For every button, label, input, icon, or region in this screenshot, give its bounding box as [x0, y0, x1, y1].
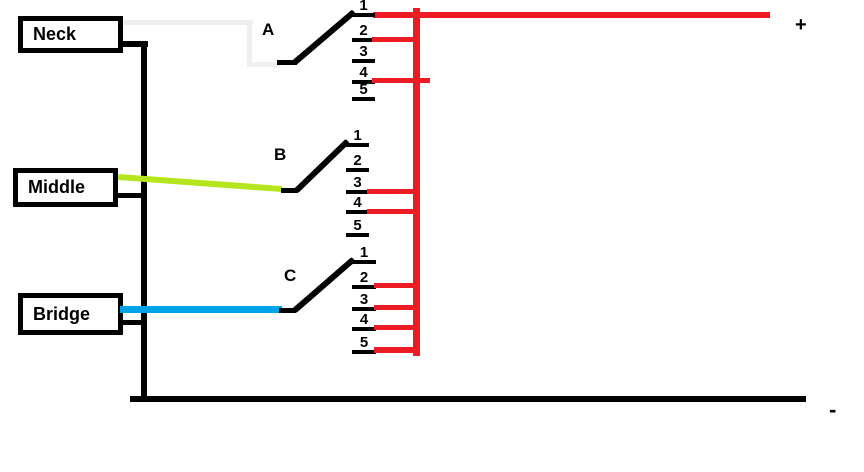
- bridge-ground-stub: [120, 320, 147, 325]
- switch-b-pos-1-number: 1: [353, 127, 362, 144]
- hot-bus-wire: [413, 8, 420, 356]
- switch-a-pos-1-number: 1: [359, 0, 368, 14]
- pickup-label-bridge: Bridge: [33, 303, 91, 324]
- switch-a-pos-3-terminal: [352, 59, 375, 63]
- switch-a-label: A: [262, 20, 275, 39]
- switch-c-pos-4-terminal: [352, 327, 376, 331]
- pickup-label-middle: Middle: [28, 177, 85, 197]
- switch-b-pos-4-connector: [367, 209, 420, 214]
- pickup-label-neck: Neck: [33, 24, 77, 44]
- ground-trunk-wire: [141, 41, 147, 402]
- switch-a-pos-4-terminal: [352, 80, 375, 84]
- negative-terminal-label: -: [829, 397, 837, 422]
- switch-a-pos-2-number: 2: [359, 22, 368, 39]
- switch-b-pos-3-terminal: [346, 190, 369, 194]
- switch-c-pos-5-terminal: [352, 350, 376, 354]
- switch-c-pos-5-connector: [374, 347, 420, 353]
- switch-a-pos-2-terminal: [352, 38, 375, 42]
- switch-c-pos-2-connector: [374, 283, 420, 288]
- switch-c-label: C: [284, 266, 297, 285]
- switch-c-pos-1-terminal: [352, 260, 376, 264]
- switch-c-pos-4-connector: [374, 325, 420, 330]
- switch-c-pos-3-terminal: [352, 307, 376, 311]
- switch-a-pos-4-connector: [372, 78, 430, 83]
- neck-wire-horizontal: [123, 20, 253, 25]
- switch-a-pos-5-number: 5: [359, 81, 368, 98]
- switch-b-pos-5-terminal: [346, 233, 369, 237]
- switch-c-pos-4-number: 4: [359, 311, 369, 328]
- bridge-wire: [120, 306, 282, 313]
- switch-b-pos-1-terminal: [346, 143, 369, 147]
- switch-c-pos-1-number: 1: [359, 244, 369, 261]
- switch-c-pos-2-terminal: [352, 285, 376, 289]
- switch-a-pos-1-terminal: [352, 13, 375, 17]
- switch-b-pos-4-number: 4: [353, 194, 362, 211]
- switch-b-pos-5-number: 5: [353, 217, 362, 234]
- middle-ground-stub: [118, 193, 143, 198]
- switch-c-pos-5-number: 5: [359, 334, 369, 351]
- switch-c-common-wire: [279, 308, 296, 313]
- switch-a-common-wire: [277, 60, 297, 65]
- switch-a-pos-3-number: 3: [359, 43, 368, 60]
- switch-a-pos-2-connector: [372, 37, 420, 42]
- pickup-box-middle: Middle: [13, 168, 118, 207]
- switch-c-lever: [292, 256, 356, 314]
- ground-bottom-wire: [130, 396, 806, 402]
- switch-b-pos-2-number: 2: [353, 152, 362, 169]
- switch-b-label: B: [274, 145, 287, 164]
- neck-wire-vertical: [247, 20, 252, 67]
- switch-b-lever: [293, 138, 350, 194]
- positive-terminal-label: +: [795, 14, 807, 36]
- switch-b-pos-3-number: 3: [353, 174, 362, 191]
- switch-b-common-wire: [281, 188, 298, 193]
- switch-a-lever: [292, 9, 357, 66]
- neck-wire-to-switch: [247, 62, 280, 67]
- switch-b-pos-2-terminal: [346, 168, 369, 172]
- neck-ground-stub: [118, 41, 148, 47]
- switch-a-pos-4-number: 4: [359, 64, 368, 81]
- pickup-box-bridge: Bridge: [18, 293, 123, 335]
- switch-b-pos-4-terminal: [346, 210, 369, 214]
- pickup-box-neck: Neck: [18, 16, 123, 53]
- switch-c-pos-2-number: 2: [359, 269, 369, 286]
- switch-c-pos-3-number: 3: [359, 291, 369, 308]
- switch-c-pos-3-connector: [374, 305, 420, 310]
- hot-output-wire: [373, 12, 770, 18]
- switch-b-pos-3-connector: [367, 189, 420, 194]
- switch-a-pos-5-terminal: [352, 97, 375, 101]
